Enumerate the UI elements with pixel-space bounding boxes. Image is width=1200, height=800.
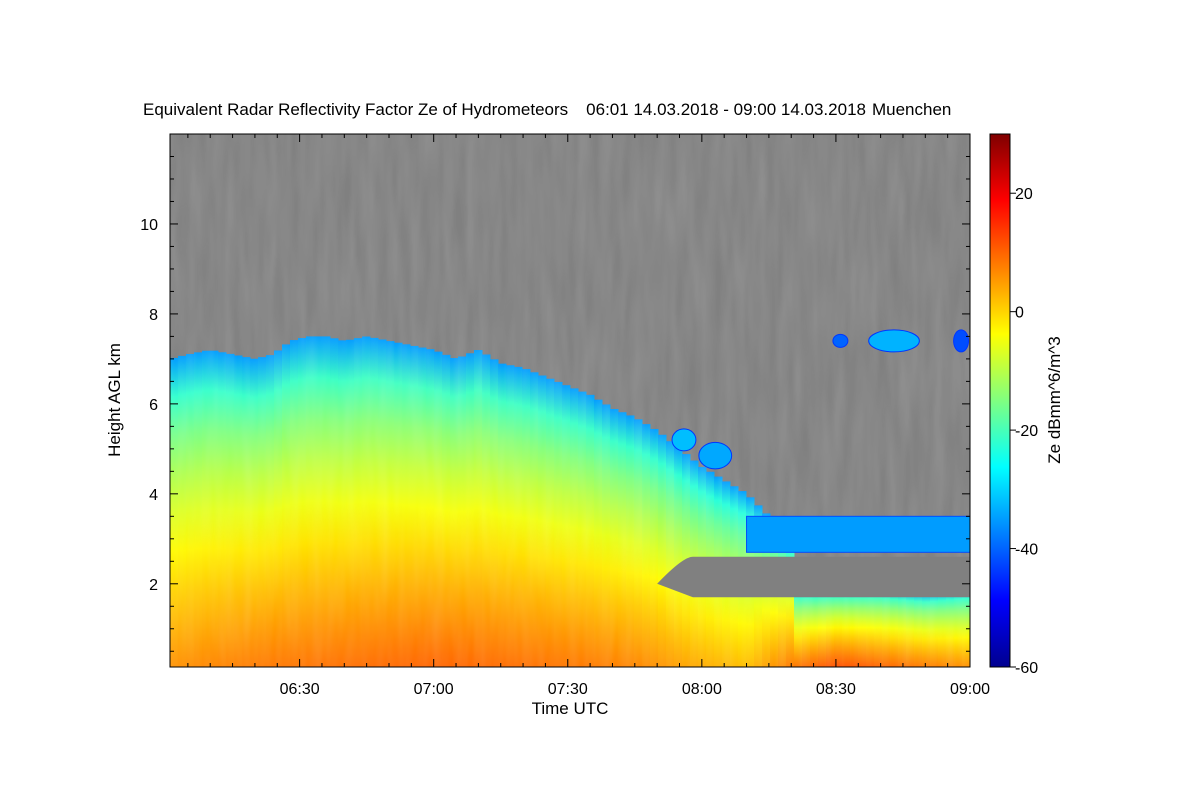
reflectivity-patch (953, 329, 970, 353)
x-tick-label: 09:00 (950, 681, 990, 698)
chart-title-main: Equivalent Radar Reflectivity Factor Ze … (143, 100, 568, 119)
colorbar-ticks: 20 0 -20 -40 -60 (1010, 186, 1038, 677)
colorbar-tick-label: 0 (1015, 305, 1024, 322)
colorbar-tick-label: -20 (1015, 423, 1038, 440)
y-axis-title: Height AGL km (105, 343, 124, 457)
x-tick-label: 08:30 (816, 681, 856, 698)
colorbar-tick-label: -60 (1015, 660, 1038, 677)
colorbar-tick-label: -40 (1015, 542, 1038, 559)
reflectivity-patch (832, 333, 849, 348)
x-axis-title: Time UTC (532, 699, 609, 718)
colorbar-bar (989, 133, 1011, 668)
reflectivity-features (657, 329, 970, 598)
chart-title-location: Muenchen (872, 100, 951, 119)
y-tick-label: 6 (149, 397, 158, 414)
upper-cloud-layer (746, 515, 970, 553)
no-data-gap (657, 556, 970, 598)
y-tick-label: 2 (149, 577, 158, 594)
reflectivity-patch (671, 428, 697, 452)
x-tick-label: 08:00 (682, 681, 722, 698)
y-tick-label: 8 (149, 307, 158, 324)
chart-title-period: 06:01 14.03.2018 - 09:00 14.03.2018 (586, 100, 866, 119)
x-tick-label: 07:00 (414, 681, 454, 698)
x-axis: 06:30 07:00 07:30 08:00 08:30 09:00 (187, 134, 990, 698)
y-tick-label: 4 (149, 487, 158, 504)
colorbar: 20 0 -20 -40 -60 Ze dBmm^6/m^3 (989, 133, 1064, 677)
reflectivity-patch (698, 441, 733, 470)
x-tick-label: 06:30 (280, 681, 320, 698)
y-tick-label: 10 (140, 217, 158, 234)
x-tick-label: 07:30 (548, 681, 588, 698)
chart-title: Equivalent Radar Reflectivity Factor Ze … (143, 100, 951, 119)
y-axis: 2 4 6 8 10 (140, 155, 970, 652)
colorbar-title: Ze dBmm^6/m^3 (1045, 336, 1064, 463)
reflectivity-patch (868, 329, 920, 353)
colorbar-tick-label: 20 (1015, 186, 1033, 203)
plot-area (169, 133, 971, 668)
plot-frame (169, 133, 971, 668)
